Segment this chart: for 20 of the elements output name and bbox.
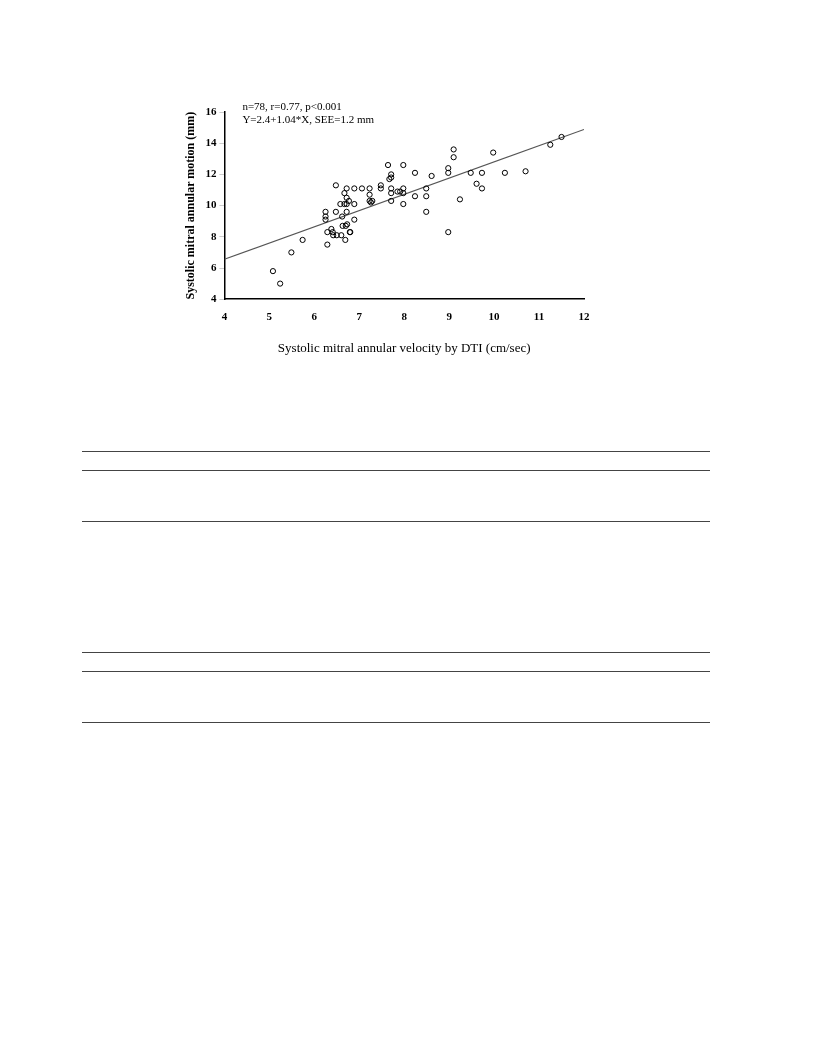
y-tick-label: 16 (205, 104, 217, 117)
y-tick-label: 12 (205, 167, 217, 180)
x-axis-title: Systolic mitral annular velocity by DTI (cm/sec) (277, 339, 531, 355)
y-tick-label: 4 (210, 292, 217, 305)
x-tick-label: 4 (221, 309, 228, 322)
x-tick-label: 9 (446, 309, 453, 322)
y-tick-label: 10 (205, 198, 217, 211)
annotation: Y=2.4+1.04*X, SEE=1.2 mm (242, 113, 375, 126)
annotation: n=78, r=0.77, p<0.001 (242, 100, 342, 113)
x-tick-label: 10 (488, 309, 501, 322)
y-tick-label: 6 (210, 260, 217, 273)
y-tick-label: 8 (210, 229, 217, 242)
y-axis-title: Systolic mitral annular motion (mm) (183, 111, 198, 300)
y-tick-label: 14 (205, 136, 217, 149)
x-tick-label: 12 (578, 309, 590, 322)
x-tick-label: 6 (311, 309, 318, 322)
x-tick-label: 8 (401, 309, 408, 322)
x-tick-label: 7 (356, 309, 363, 322)
x-tick-label: 5 (266, 309, 273, 322)
x-tick-label: 11 (533, 309, 545, 322)
